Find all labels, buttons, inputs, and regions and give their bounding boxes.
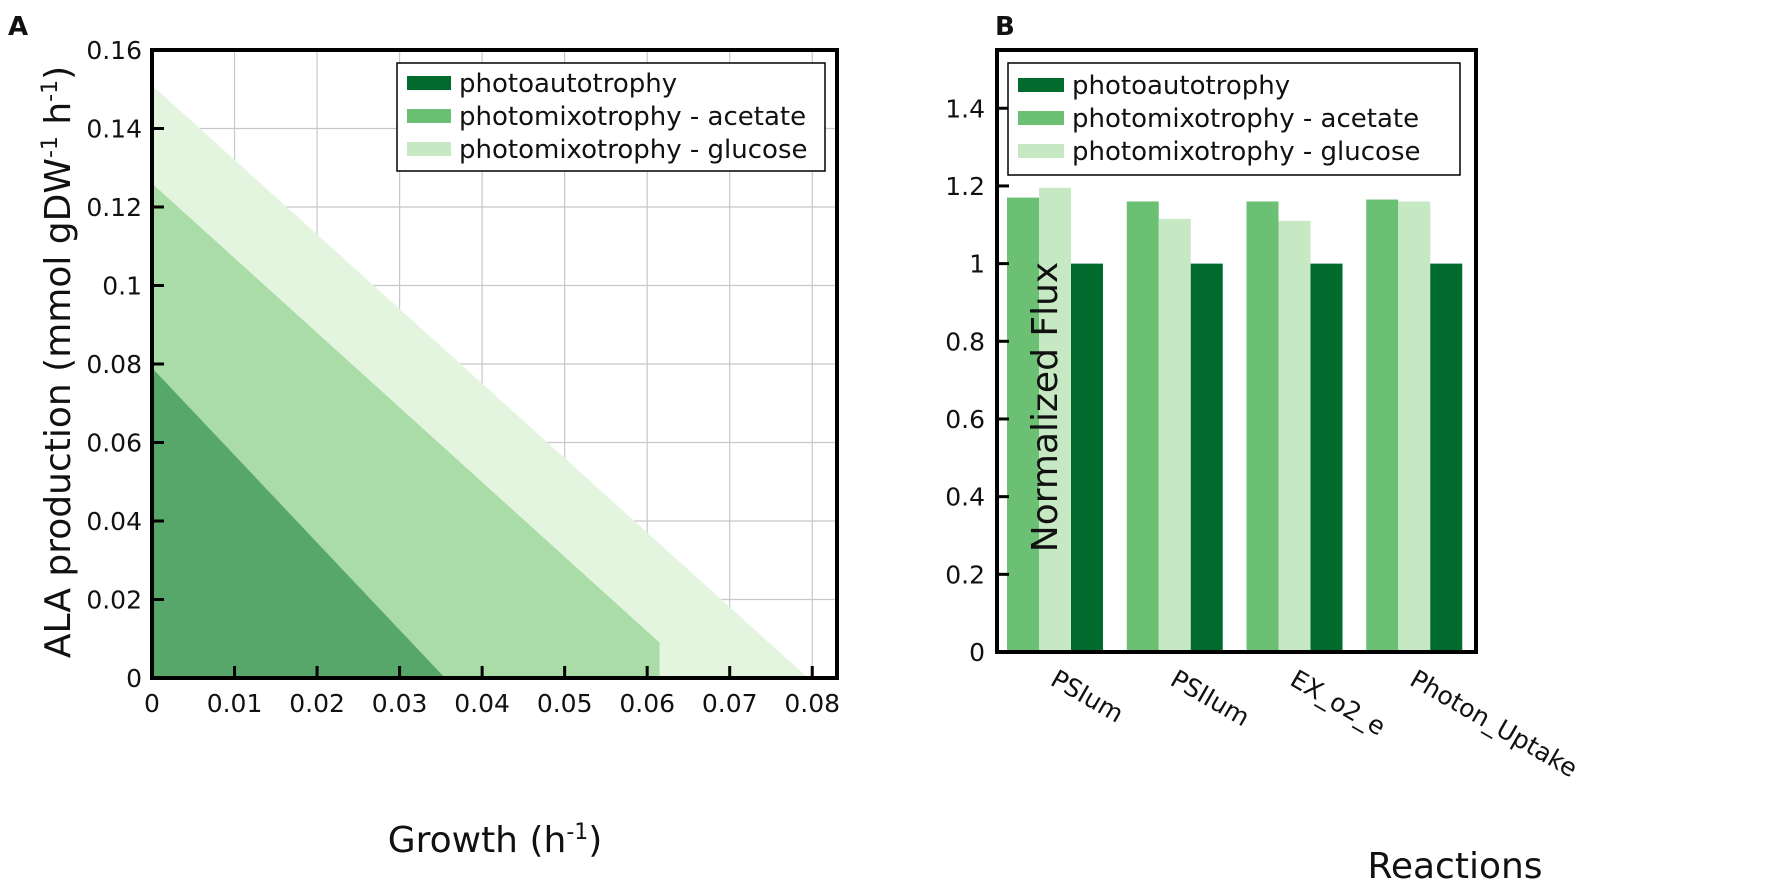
panel-a-x-tick-label: 0.08: [784, 689, 840, 718]
panel-a-x-tick-label: 0.06: [619, 689, 675, 718]
panel-a-x-tick-label: 0.03: [372, 689, 428, 718]
bar-psium-photomixotrophy-glucose: [1039, 187, 1071, 652]
panel-a-y-tick-label: 0.12: [86, 193, 142, 222]
panel-a-y-tick-label: 0.02: [86, 586, 142, 615]
panel-b-category-label: Photon_Uptake: [1405, 664, 1582, 783]
panel-a-x-tick-label: 0.02: [289, 689, 345, 718]
panel-a-legend-label: photomixotrophy - acetate: [459, 102, 806, 132]
bar-psiium-photomixotrophy-acetate: [1126, 201, 1159, 653]
panel-b-category-label: PSIum: [1046, 664, 1128, 728]
panel-a-legend-label: photoautotrophy: [459, 69, 677, 99]
bar-psiium-photomixotrophy-glucose: [1158, 218, 1191, 653]
bar-ex_o2_e-photoautotrophy: [1310, 263, 1343, 652]
panel-b-y-tick-label: 0.6: [945, 405, 985, 434]
panel-b-ticks: 0 0.2 0.4 0.6 0.8 1 1.2 1.4: [945, 94, 1009, 667]
panel-a-x-tick-label: 0.07: [702, 689, 758, 718]
panel-b-frame: [995, 48, 1478, 654]
panel-b-legend-label: photoautotrophy: [1072, 71, 1290, 101]
bar-psiium-photoautotrophy: [1190, 263, 1223, 652]
panel-a-ticks: 0 0.01 0.02 0.03 0.04 0.05 0.06 0.07 0.08 0 0.02 0.…: [86, 36, 840, 718]
panel-a-x-axis-title: Growth (h-1): [388, 820, 603, 861]
panel-b-y-tick-label: 0.4: [945, 483, 985, 512]
panel-b-legend-label: photomixotrophy - acetate: [1072, 104, 1419, 134]
bar-ex_o2_e-photomixotrophy-acetate: [1246, 201, 1279, 653]
bar-psium-photoautotrophy: [1071, 263, 1103, 652]
panel-b-category-label: EX_o2_e: [1286, 664, 1391, 741]
panel-a-legend-box: [396, 62, 826, 172]
panel-a-y-tick-label: 0.16: [86, 36, 142, 65]
panel-a-x-tick-label: 0: [144, 689, 160, 718]
panel-b-legend-box: [1007, 62, 1461, 176]
bar-photon_uptake-photomixotrophy-acetate: [1366, 199, 1399, 652]
panel-a-areas: [152, 85, 809, 678]
panel-b-y-tick-label: 0.8: [945, 327, 985, 356]
panel-a-legend-label: photomixotrophy - glucose: [459, 135, 808, 165]
panel-b-label: B: [995, 12, 1015, 42]
panel-a-y-axis-title: ALA production (mmol gDW-1 h-1): [38, 66, 79, 658]
panel-a-x-tick-label: 0.05: [537, 689, 593, 718]
panel-b-bars: PSIum PSIIum EX_o2_e Photon_Uptake: [1007, 187, 1582, 783]
panel-b-legend-swatch: [1018, 111, 1064, 125]
panel-b-category-label: PSIIum: [1166, 664, 1255, 732]
panel-b-legend-label: photomixotrophy - glucose: [1072, 137, 1421, 167]
panel-a-legend-swatch: [407, 76, 451, 90]
panel-b-legend-swatch: [1018, 144, 1064, 158]
bar-psium-photomixotrophy-acetate: [1007, 197, 1039, 652]
panel-a-y-tick-label: 0: [126, 664, 142, 693]
panel-a-label: A: [8, 12, 28, 42]
panel-b-y-tick-label: 0.2: [945, 560, 985, 589]
panel-a-y-tick-label: 0.1: [102, 272, 142, 301]
panel-a-x-tick-label: 0.04: [454, 689, 510, 718]
panel-a-y-tick-label: 0.06: [86, 429, 142, 458]
panel-a-legend-swatch: [407, 109, 451, 123]
bar-photon_uptake-photoautotrophy: [1430, 263, 1463, 652]
panel-a-y-tick-label: 0.04: [86, 507, 142, 536]
panel-b-y-tick-label: 1: [969, 250, 985, 279]
panel-b-y-tick-label: 1.4: [945, 94, 985, 123]
panel-a: A 0 0.01 0.02 0.03 0.04 0.05 0.06 0.07 0.08 0 0.02…: [8, 12, 840, 861]
panel-a-y-tick-label: 0.14: [86, 115, 142, 144]
panel-b-legend-swatch: [1018, 78, 1064, 92]
panel-b-y-tick-label: 1.2: [945, 172, 985, 201]
panel-a-y-tick-label: 0.08: [86, 350, 142, 379]
panel-b: B PSIum PSIIum EX_o2_e Photon_Uptake 0 0.2 0.…: [945, 12, 1582, 887]
panel-a-frame: [150, 48, 839, 680]
area-photoautotrophy: [152, 367, 445, 678]
panel-a-legend-swatch: [407, 142, 451, 156]
panel-b-y-tick-label: 0: [969, 638, 985, 667]
panel-b-y-axis-title: Normalized Flux: [1025, 262, 1066, 552]
bar-photon_uptake-photomixotrophy-glucose: [1398, 201, 1431, 653]
bar-ex_o2_e-photomixotrophy-glucose: [1278, 220, 1311, 652]
panel-b-x-axis-title: Reactions: [1367, 846, 1542, 887]
panel-a-x-tick-label: 0.01: [207, 689, 263, 718]
